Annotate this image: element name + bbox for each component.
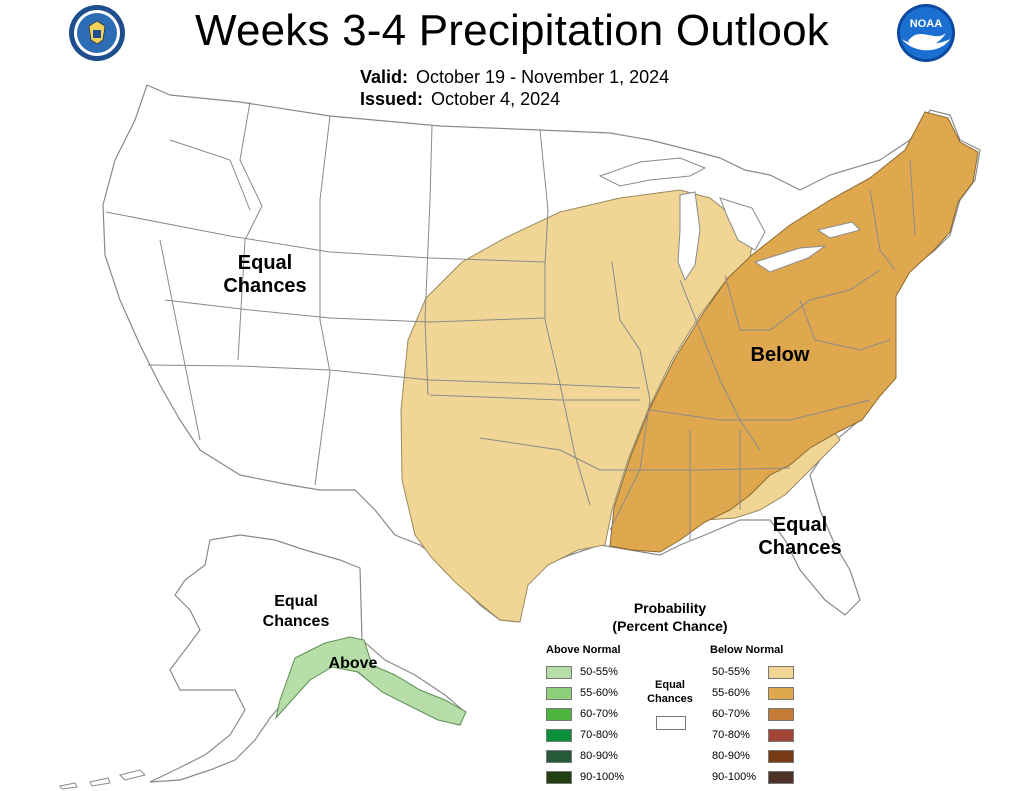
noaa-logo-text: NOAA — [910, 18, 942, 30]
above-normal-swatch-6 — [546, 771, 572, 784]
probability-legend: Probability (Percent Chance) Above Norma… — [540, 598, 800, 788]
below-normal-swatch-6 — [768, 771, 794, 784]
aleutian-islands — [59, 769, 146, 790]
above-normal-swatch-2 — [546, 687, 572, 700]
above-normal-label-4: 70-80% — [580, 729, 618, 741]
east-below-label: Below — [750, 344, 810, 366]
below-normal-label-3: 60-70% — [712, 708, 750, 720]
doc-seal-icon — [69, 5, 125, 61]
equal-chances-line1: Equal — [655, 679, 685, 691]
equal-chances-line2: Chances — [647, 693, 693, 705]
below-normal-55-60-region — [609, 111, 979, 553]
below-normal-swatch-5 — [768, 750, 794, 763]
above-normal-swatch-3 — [546, 708, 572, 721]
below-normal-swatch-3 — [768, 708, 794, 721]
above-normal-label-1: 50-55% — [580, 666, 618, 678]
valid-value: October 19 - November 1, 2024 — [416, 67, 670, 87]
above-normal-label-3: 60-70% — [580, 708, 618, 720]
above-normal-swatch-5 — [546, 750, 572, 763]
noaa-logo-icon: NOAA — [897, 4, 955, 62]
southeast-label-line1: Equal — [772, 514, 828, 536]
west-label-line2: Chances — [223, 275, 307, 297]
equal-chances-legend-label: Equal Chances — [638, 678, 702, 706]
above-normal-label-5: 80-90% — [580, 750, 618, 762]
issued-label: Issued: — [360, 89, 424, 109]
alaska-above-normal-region — [275, 636, 467, 726]
below-normal-label-2: 55-60% — [712, 687, 750, 699]
legend-title-line1: Probability — [633, 600, 707, 616]
alaska-ec-line1: Equal — [274, 593, 318, 610]
issued-value: October 4, 2024 — [431, 89, 561, 109]
west-equal-chances-label: Equal Chances — [205, 252, 325, 298]
state-boundaries — [105, 101, 916, 540]
above-normal-swatch-4 — [546, 729, 572, 742]
map-title: Weeks 3-4 Precipitation Outlook — [195, 6, 829, 55]
equal-chances-swatch — [656, 716, 686, 730]
southeast-label-line2: Chances — [758, 537, 842, 559]
above-normal-label-2: 55-60% — [580, 687, 618, 699]
below-normal-swatch-1 — [768, 666, 794, 679]
valid-date-line: Valid: October 19 - November 1, 2024 — [360, 66, 669, 88]
below-normal-label-5: 80-90% — [712, 750, 750, 762]
valid-label: Valid: — [360, 67, 409, 87]
lake-ontario — [816, 221, 861, 239]
below-normal-swatch-4 — [768, 729, 794, 742]
below-normal-swatch-2 — [768, 687, 794, 700]
west-label-line1: Equal — [237, 252, 293, 274]
above-normal-header: Above Normal — [546, 644, 621, 656]
above-normal-swatch-1 — [546, 666, 572, 679]
alaska-above-label: Above — [328, 655, 378, 672]
southeast-equal-chances-label: Equal Chances — [740, 514, 860, 560]
above-normal-label-6: 90-100% — [580, 771, 625, 783]
issued-date-line: Issued: October 4, 2024 — [360, 88, 560, 110]
lake-michigan — [677, 191, 701, 282]
lake-erie — [753, 245, 827, 273]
alaska-ec-line2: Chances — [262, 613, 330, 630]
legend-title-line2: (Percent Chance) — [612, 618, 728, 634]
below-normal-label-4: 70-80% — [712, 729, 750, 741]
alaska-equal-chances-label: Equal Chances — [246, 592, 346, 632]
lake-huron — [719, 197, 766, 251]
below-normal-label-6: 90-100% — [712, 771, 757, 783]
lake-superior — [598, 157, 707, 187]
below-normal-header: Below Normal — [710, 644, 784, 656]
below-normal-label-1: 50-55% — [712, 666, 750, 678]
